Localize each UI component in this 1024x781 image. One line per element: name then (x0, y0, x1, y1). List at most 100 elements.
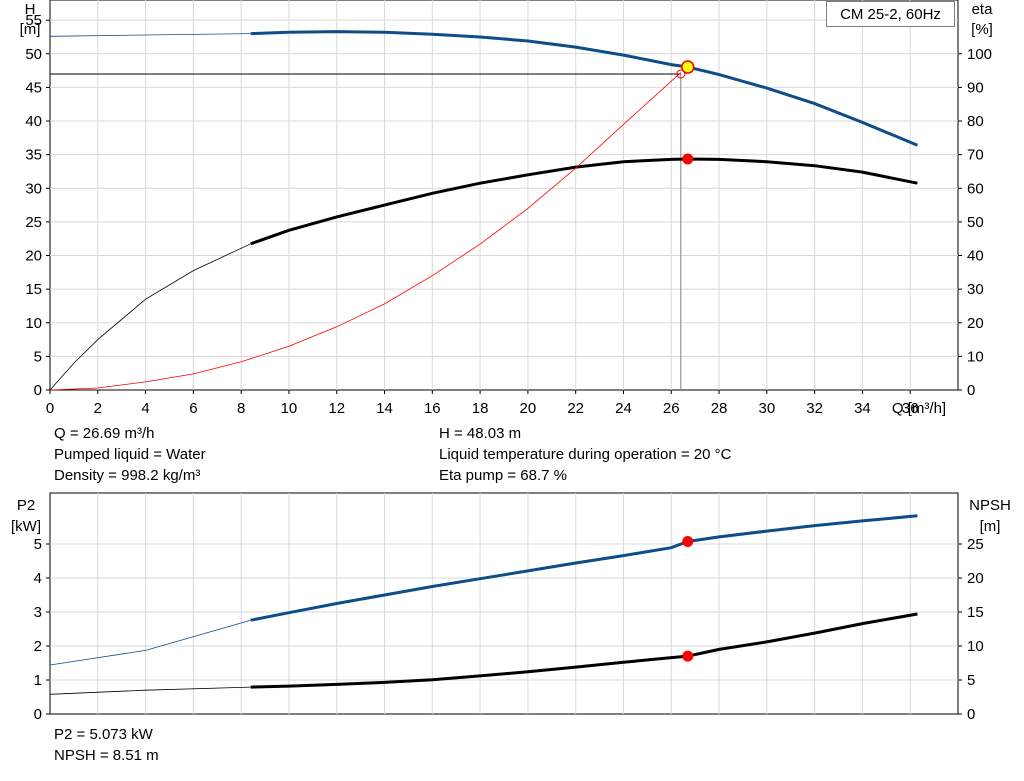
series-line-system-curve (49, 72, 682, 391)
left-tick-label: 35 (25, 147, 42, 164)
left-tick-label: 0 (34, 706, 42, 723)
x-tick-label: 20 (520, 400, 537, 417)
right-tick-label: 20 (967, 570, 984, 587)
right-tick-label: 0 (967, 382, 975, 399)
x-tick-label: 22 (567, 400, 584, 417)
product-label-box: CM 25-2, 60Hz (826, 1, 955, 27)
series-line-eta (250, 157, 918, 246)
left-tick-label: 20 (25, 248, 42, 265)
h-axis-unit: [m] (20, 21, 41, 38)
left-tick-label: 55 (25, 12, 42, 29)
plot-frame (49, 492, 959, 715)
h-axis-label: H (25, 1, 36, 18)
flow-readout: Q = 26.69 m³/h (54, 425, 155, 442)
x-tick-label: 32 (806, 400, 823, 417)
npsh-readout: NPSH = 8.51 m (54, 747, 159, 764)
q-axis-label: Q [m³/h] (892, 400, 946, 417)
right-tick-label: 5 (967, 672, 975, 689)
density-readout: Density = 998.2 kg/m³ (54, 467, 201, 484)
right-tick-label: 80 (967, 113, 984, 130)
series-line-npsh (250, 612, 918, 689)
left-tick-label: 3 (34, 604, 42, 621)
right-tick-label: 20 (967, 315, 984, 332)
top-grid (49, 0, 959, 391)
x-tick-label: 30 (758, 400, 775, 417)
x-tick-label: 0 (46, 400, 54, 417)
right-tick-label: 10 (967, 348, 984, 365)
x-tick-label: 2 (94, 400, 102, 417)
left-tick-label: 40 (25, 113, 42, 130)
series-line-p2-extended (49, 619, 251, 666)
x-tick-label: 10 (281, 400, 298, 417)
bottom-tick-labels: 0 1 2 3 4 5 0 5 10 15 20 25 (34, 536, 984, 723)
eta-axis-unit: [%] (971, 21, 993, 38)
left-tick-label: 5 (34, 348, 42, 365)
x-tick-label: 26 (663, 400, 680, 417)
info-top-left: Q = 26.69 m³/h Pumped liquid = Water Den… (54, 423, 206, 486)
x-tick-label: 8 (237, 400, 245, 417)
info-bottom: P2 = 5.073 kW NPSH = 8.51 m (54, 724, 159, 766)
x-tick-label: 4 (141, 400, 149, 417)
pumped-liquid-readout: Pumped liquid = Water (54, 446, 206, 463)
bottom-series (49, 514, 918, 695)
left-tick-label: 25 (25, 214, 42, 231)
left-tick-label: 45 (25, 79, 42, 96)
right-tick-label: 70 (967, 147, 984, 164)
head-readout: H = 48.03 m (439, 425, 522, 442)
right-tick-label: 10 (967, 638, 984, 655)
right-tick-label: 0 (967, 706, 975, 723)
top-tick-labels: 0510152025303540455055010203040506070809… (25, 12, 992, 417)
x-tick-label: 16 (424, 400, 441, 417)
series-line-h-extended (49, 33, 251, 37)
x-tick-label: 12 (328, 400, 345, 417)
left-tick-label: 15 (25, 281, 42, 298)
left-tick-label: 50 (25, 46, 42, 63)
p2-operating-point (682, 536, 694, 548)
eta-pump-readout: Eta pump = 68.7 % (439, 467, 567, 484)
plot-frame (49, 0, 959, 391)
left-tick-label: 10 (25, 315, 42, 332)
series-line-eta-extended (49, 243, 251, 391)
left-tick-label: 5 (34, 536, 42, 553)
head-operating-point (681, 60, 695, 74)
top-series (49, 30, 918, 391)
eta-operating-point (682, 153, 694, 165)
x-tick-label: 36 (902, 400, 919, 417)
npsh-operating-point (682, 650, 694, 662)
bottom-grid (49, 492, 959, 715)
right-tick-label: 40 (967, 248, 984, 265)
x-tick-label: 34 (854, 400, 871, 417)
p2-axis-unit: [kW] (11, 518, 41, 535)
duty-point-marker (676, 69, 686, 79)
left-tick-label: 4 (34, 570, 42, 587)
right-tick-label: 30 (967, 281, 984, 298)
head-efficiency-chart: 0510152025303540455055010203040506070809… (20, 0, 994, 417)
right-tick-label: 25 (967, 536, 984, 553)
series-line-h (250, 30, 918, 147)
eta-axis-label: eta (972, 1, 994, 18)
p2-axis-label: P2 (17, 497, 35, 514)
liquid-temperature-readout: Liquid temperature during operation = 20… (439, 446, 732, 463)
right-tick-label: 100 (967, 46, 992, 63)
series-line-npsh-extended (49, 686, 251, 695)
x-tick-label: 28 (711, 400, 728, 417)
right-tick-label: 15 (967, 604, 984, 621)
right-tick-label: 50 (967, 214, 984, 231)
p2-readout: P2 = 5.073 kW (54, 726, 153, 743)
left-tick-label: 0 (34, 382, 42, 399)
npsh-axis-unit: [m] (980, 518, 1001, 535)
info-top-right: H = 48.03 m Liquid temperature during op… (439, 423, 731, 486)
npsh-axis-label: NPSH (969, 497, 1011, 514)
left-tick-label: 1 (34, 672, 42, 689)
right-tick-label: 60 (967, 180, 984, 197)
x-tick-label: 18 (472, 400, 489, 417)
series-line-p2 (250, 514, 918, 622)
left-tick-label: 2 (34, 638, 42, 655)
x-tick-label: 24 (615, 400, 632, 417)
left-tick-label: 30 (25, 180, 42, 197)
x-tick-label: 6 (189, 400, 197, 417)
power-npsh-chart: 0 1 2 3 4 5 0 5 10 15 20 25 P2 [kW] NPSH [m] (11, 492, 1011, 723)
x-tick-label: 14 (376, 400, 393, 417)
right-tick-label: 90 (967, 79, 984, 96)
